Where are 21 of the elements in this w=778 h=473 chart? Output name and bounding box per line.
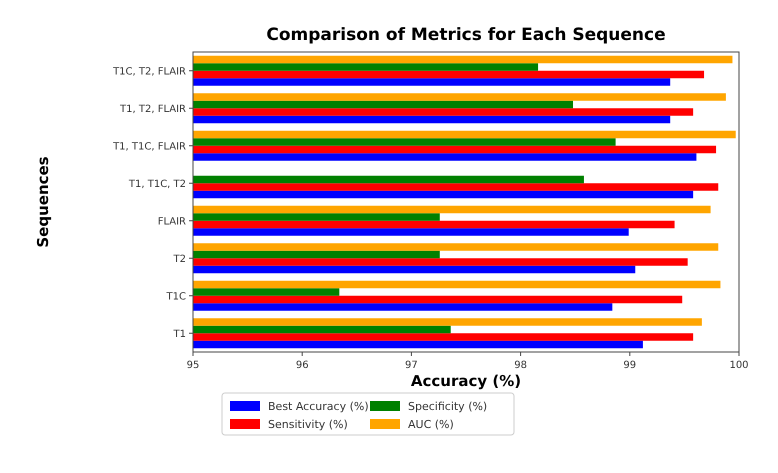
x-tick-label: 99 bbox=[623, 360, 636, 371]
x-tick-label: 97 bbox=[405, 360, 418, 371]
y-tick-label: T1, T1C, FLAIR bbox=[112, 141, 186, 152]
y-tick-label: T1, T2, FLAIR bbox=[119, 104, 186, 115]
y-tick-label: T2 bbox=[172, 254, 186, 265]
y-axis-title: Sequences bbox=[34, 156, 52, 248]
legend-label: Specificity (%) bbox=[408, 400, 488, 413]
y-tick-label: T1 bbox=[172, 328, 186, 340]
y-tick-label: T1C, T2, FLAIR bbox=[112, 66, 186, 78]
legend-label: Sensitivity (%) bbox=[268, 418, 348, 431]
x-tick-label: 100 bbox=[729, 360, 749, 371]
legend-label: Best Accuracy (%) bbox=[268, 400, 369, 413]
y-tick-label: FLAIR bbox=[158, 216, 186, 228]
y-tick-label: T1C bbox=[166, 291, 186, 302]
legend-label: AUC (%) bbox=[408, 418, 454, 431]
x-tick-label: 98 bbox=[514, 360, 527, 371]
x-tick-label: 95 bbox=[186, 360, 200, 371]
chart-title: Comparison of Metrics for Each Sequence bbox=[266, 25, 666, 45]
x-tick-label: 96 bbox=[296, 360, 309, 371]
y-tick-label: T1, T1C, T2 bbox=[128, 178, 186, 190]
x-axis-title: Accuracy (%) bbox=[410, 372, 522, 390]
